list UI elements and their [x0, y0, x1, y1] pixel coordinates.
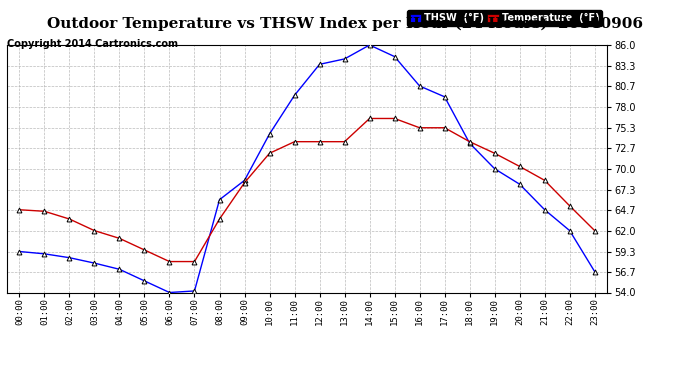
Legend: THSW  (°F), Temperature  (°F): THSW (°F), Temperature (°F): [407, 10, 602, 26]
Text: Copyright 2014 Cartronics.com: Copyright 2014 Cartronics.com: [7, 39, 178, 50]
Text: Outdoor Temperature vs THSW Index per Hour (24 Hours)  20140906: Outdoor Temperature vs THSW Index per Ho…: [47, 17, 643, 31]
